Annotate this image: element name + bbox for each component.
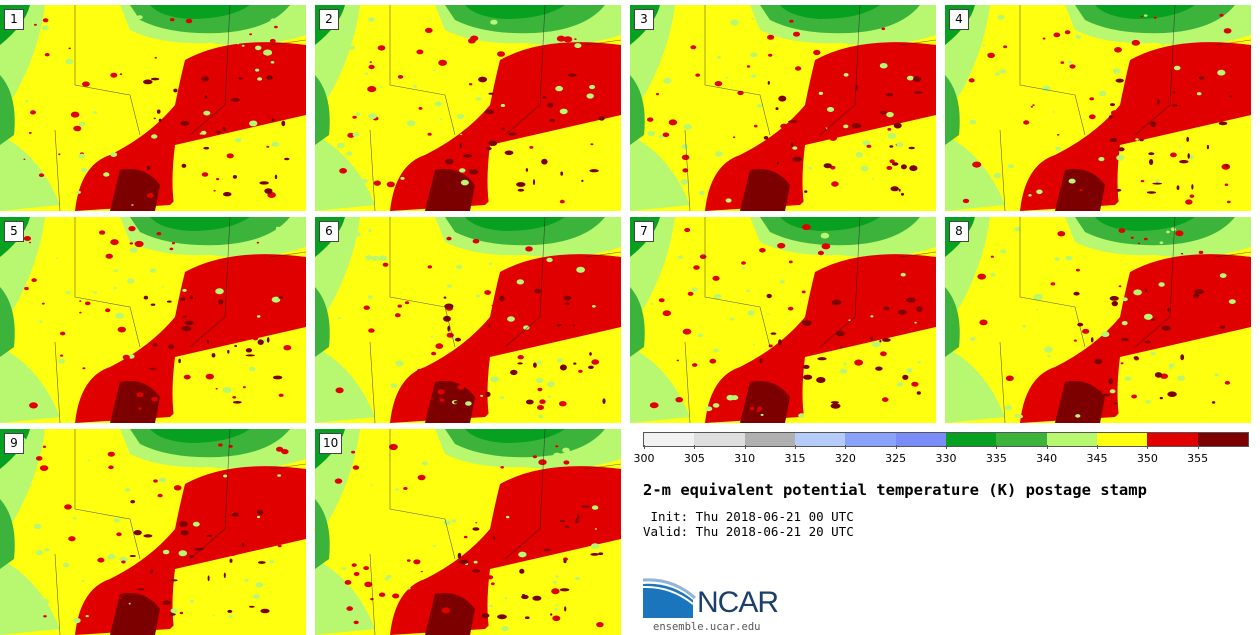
ncar-logo-text: NCAR — [697, 586, 779, 619]
map-panel: 4 — [945, 5, 1251, 211]
map-panel: 2 — [315, 5, 621, 211]
map-image — [0, 429, 306, 635]
map-panel: 8 — [945, 217, 1251, 423]
ncar-logo-icon — [643, 578, 697, 618]
colorbar-tick-mark — [744, 445, 746, 449]
map-image — [0, 5, 306, 211]
colorbar-swatch — [694, 433, 745, 446]
map-panel: 9 — [0, 429, 306, 635]
colorbar-tick-mark — [1046, 445, 1048, 449]
valid-time: Valid: Thu 2018-06-21 20 UTC — [643, 524, 854, 539]
colorbar-tick-label: 320 — [834, 452, 856, 465]
colorbar-swatch — [895, 433, 946, 446]
map-image — [630, 217, 936, 423]
colorbar-swatch — [1046, 433, 1097, 446]
colorbar-tick-label: 300 — [633, 452, 655, 465]
colorbar-tick-mark — [895, 445, 897, 449]
map-panel: 5 — [0, 217, 306, 423]
map-panel: 1 — [0, 5, 306, 211]
member-label: 2 — [319, 9, 339, 30]
member-label: 6 — [319, 221, 339, 242]
colorbar-tick-mark — [1147, 445, 1149, 449]
member-label: 3 — [634, 9, 654, 30]
colorbar-tick-mark — [1197, 445, 1199, 449]
colorbar-tick-label: 355 — [1187, 452, 1209, 465]
colorbar-tick-label: 335 — [985, 452, 1007, 465]
colorbar-swatch — [1147, 433, 1198, 446]
map-panel: 7 — [630, 217, 936, 423]
member-label: 10 — [319, 433, 343, 454]
chart-title: 2-m equivalent potential temperature (K)… — [643, 481, 1147, 499]
colorbar-tick-mark — [845, 445, 847, 449]
colorbar-tick-label: 340 — [1036, 452, 1058, 465]
colorbar-tick-label: 325 — [885, 452, 907, 465]
map-panel: 6 — [315, 217, 621, 423]
map-image — [945, 217, 1251, 423]
map-image — [0, 217, 306, 423]
map-image — [315, 217, 621, 423]
map-panel: 10 — [315, 429, 621, 635]
colorbar-tick-mark — [996, 445, 998, 449]
colorbar-tick-label: 305 — [683, 452, 705, 465]
member-label: 9 — [4, 433, 24, 454]
colorbar-tick-mark — [946, 445, 947, 449]
colorbar-swatch — [1197, 433, 1248, 446]
map-image — [945, 5, 1251, 211]
colorbar-tick-label: 345 — [1086, 452, 1108, 465]
colorbar-swatch — [1096, 433, 1148, 446]
colorbar-tick-label: 350 — [1136, 452, 1158, 465]
colorbar-swatch — [945, 433, 997, 446]
colorbar-tick-label: 330 — [935, 452, 957, 465]
logo-url: ensemble.ucar.edu — [653, 621, 761, 633]
colorbar-swatch — [794, 433, 846, 446]
colorbar-tick-label: 315 — [784, 452, 806, 465]
colorbar-tick-mark — [644, 445, 645, 449]
colorbar-swatch — [996, 433, 1047, 446]
map-panel: 3 — [630, 5, 936, 211]
colorbar-tick-mark — [1097, 445, 1098, 449]
map-image — [315, 5, 621, 211]
init-time: Init: Thu 2018-06-21 00 UTC — [643, 509, 854, 524]
member-label: 1 — [4, 9, 24, 30]
colorbar-swatch — [644, 433, 695, 446]
colorbar-swatch — [845, 433, 896, 446]
member-label: 5 — [4, 221, 24, 242]
colorbar-tick-mark — [694, 445, 696, 449]
colorbar-tick-label: 310 — [734, 452, 756, 465]
member-label: 4 — [949, 9, 969, 30]
colorbar-tick-mark — [795, 445, 796, 449]
colorbar-swatch — [744, 433, 795, 446]
member-label: 7 — [634, 221, 654, 242]
map-image — [630, 5, 936, 211]
map-image — [315, 429, 621, 635]
member-label: 8 — [949, 221, 969, 242]
